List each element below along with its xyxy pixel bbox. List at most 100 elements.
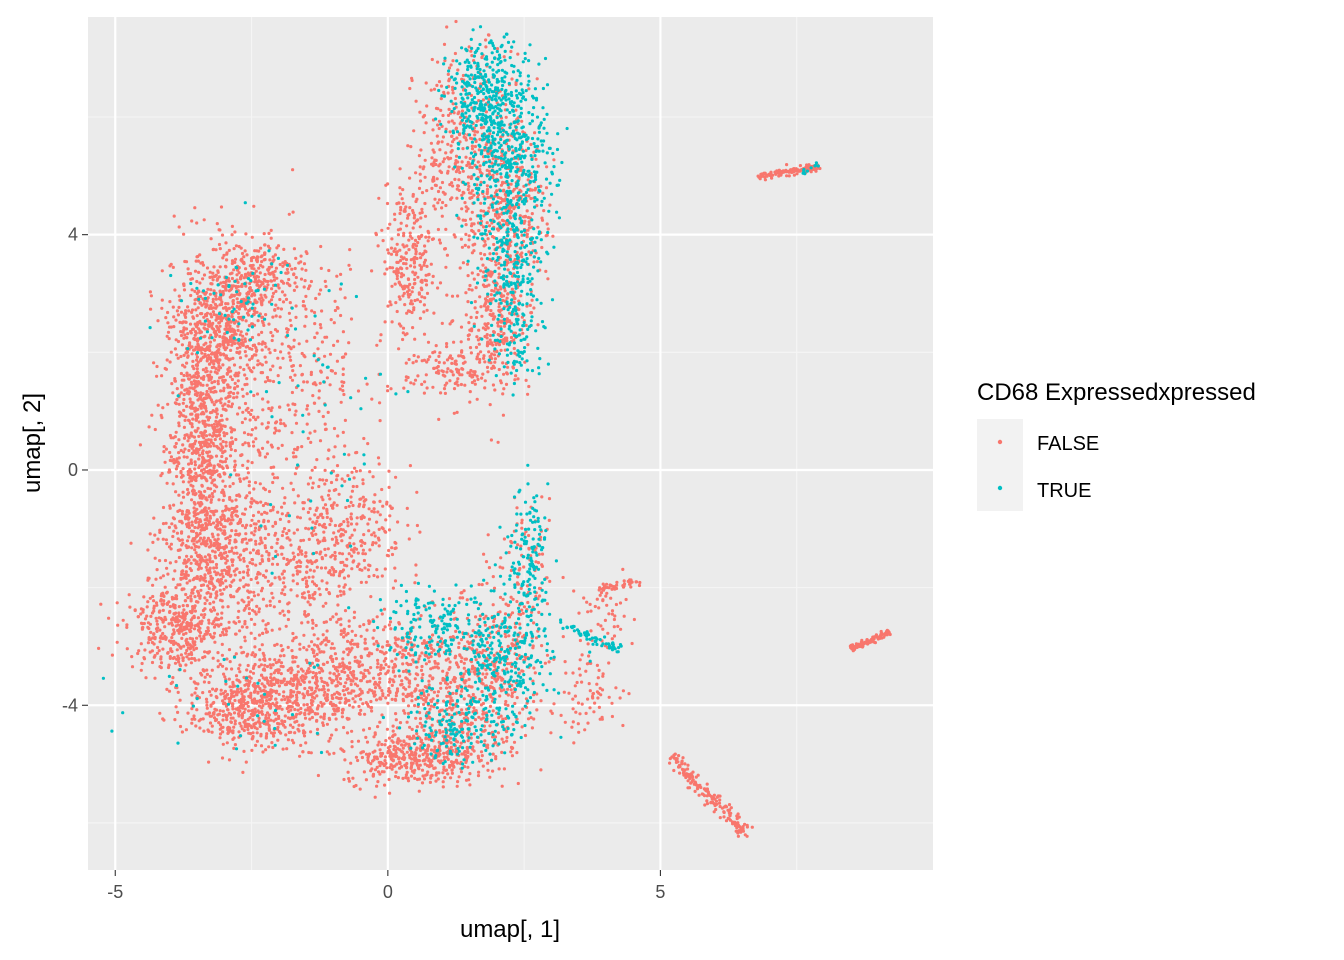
point-false (297, 680, 301, 684)
point-false (255, 739, 259, 743)
point-false (187, 377, 191, 381)
point-false (182, 326, 186, 330)
point-false (336, 339, 340, 343)
point-false (339, 313, 343, 318)
point-false (187, 535, 191, 539)
point-false (205, 591, 209, 595)
point-false (180, 570, 184, 574)
point-false (182, 450, 186, 454)
point-false (249, 670, 253, 674)
point-false (328, 571, 332, 575)
point-false (236, 601, 240, 605)
point-false (321, 633, 325, 637)
point-false (210, 365, 214, 370)
point-false (349, 500, 353, 504)
point-false (205, 327, 209, 332)
point-false (268, 702, 272, 707)
point-false (353, 466, 357, 470)
point-false (195, 575, 199, 579)
point-false (284, 514, 289, 518)
point-false (246, 727, 250, 732)
point-false (254, 426, 258, 430)
point-false (229, 320, 233, 324)
point-false (316, 347, 320, 351)
point-false (337, 492, 341, 496)
point-false (196, 589, 200, 594)
point-false (191, 327, 195, 331)
point-false (357, 661, 361, 665)
point-false (195, 429, 199, 433)
point-false (309, 279, 313, 284)
point-false (174, 586, 178, 590)
point-false (319, 715, 323, 719)
point-false (375, 648, 379, 652)
point-false (225, 417, 229, 421)
point-false (170, 382, 174, 386)
point-false (406, 216, 410, 220)
point-false (378, 339, 382, 343)
point-false (214, 248, 218, 252)
point-false (187, 652, 191, 657)
point-false (145, 605, 149, 609)
point-false (317, 688, 321, 692)
point-false (279, 421, 283, 426)
point-false (339, 617, 343, 621)
point-false (336, 603, 340, 607)
point-false (257, 704, 262, 708)
point-false (321, 604, 325, 608)
point-false (212, 422, 216, 426)
point-false (394, 657, 398, 661)
point-false (157, 616, 161, 620)
point-false (433, 659, 437, 664)
point-false (298, 642, 302, 646)
point-false (272, 671, 276, 675)
point-false (307, 284, 312, 288)
point-false (218, 247, 222, 251)
point-false (153, 533, 157, 537)
point-false (185, 433, 189, 437)
point-false (184, 320, 188, 324)
point-false (286, 617, 290, 622)
point-false (161, 574, 165, 578)
point-false (210, 724, 214, 728)
point-false (213, 489, 217, 493)
point-false (205, 706, 209, 710)
point-false (354, 469, 359, 473)
point-false (202, 541, 206, 546)
point-false (195, 355, 199, 359)
point-false (152, 361, 156, 365)
point-false (372, 628, 376, 633)
point-false (372, 642, 376, 646)
point-false (172, 214, 176, 218)
point-false (193, 509, 197, 513)
point-false (281, 609, 285, 613)
point-false (208, 292, 212, 296)
point-false (318, 478, 322, 482)
point-false (446, 772, 450, 776)
point-false (391, 729, 395, 733)
point-false (353, 659, 357, 663)
point-false (264, 569, 268, 573)
point-false (413, 704, 417, 708)
point-false (333, 371, 337, 375)
point-false (343, 701, 347, 705)
point-false (407, 238, 411, 242)
point-false (214, 294, 218, 298)
point-false (359, 671, 363, 675)
point-false (189, 460, 193, 464)
point-false (374, 698, 379, 702)
point-false (334, 657, 338, 661)
point-false (314, 522, 318, 526)
point-false (196, 567, 200, 571)
point-false (207, 506, 211, 510)
point-false (224, 579, 228, 583)
point-false (179, 371, 183, 376)
point-false (406, 523, 410, 527)
point-false (363, 641, 367, 645)
point-false (292, 288, 296, 292)
point-false (315, 506, 319, 510)
point-false (281, 486, 285, 490)
point-false (332, 343, 336, 347)
point-false (364, 580, 368, 584)
point-false (278, 654, 283, 658)
